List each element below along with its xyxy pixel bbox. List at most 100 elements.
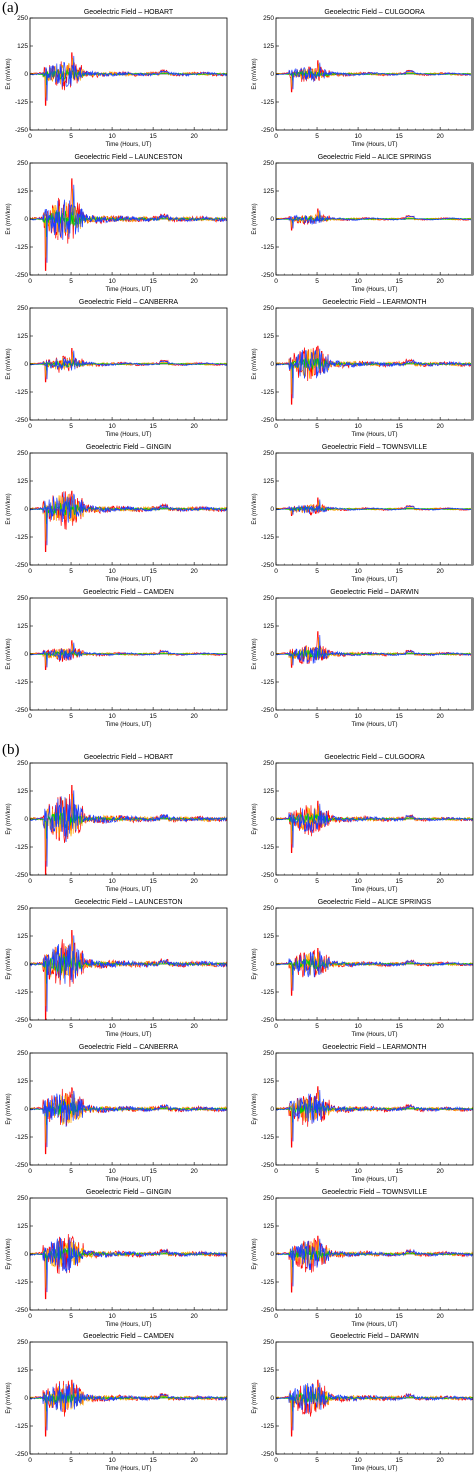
x-tick-label: 10 bbox=[108, 568, 116, 575]
x-tick-label: 20 bbox=[437, 1457, 445, 1464]
x-tick-label: 15 bbox=[150, 423, 158, 430]
x-axis-label: Time (Hours, UT) bbox=[351, 1322, 397, 1328]
y-tick-label: 250 bbox=[263, 1050, 274, 1057]
x-tick-label: 20 bbox=[191, 1313, 199, 1320]
x-axis-label: Time (Hours, UT) bbox=[351, 577, 397, 583]
x-tick-label: 10 bbox=[108, 278, 116, 285]
y-tick-label: -250 bbox=[15, 417, 28, 424]
y-tick-label: 250 bbox=[17, 1195, 28, 1202]
y-axis-label: Ey (mV/km) bbox=[252, 803, 258, 834]
y-tick-label: 125 bbox=[263, 478, 274, 485]
y-tick-label: 250 bbox=[17, 1339, 28, 1346]
series-line-1 bbox=[30, 1087, 227, 1155]
x-tick-label: 0 bbox=[28, 568, 32, 575]
x-tick-label: 10 bbox=[108, 878, 116, 885]
y-tick-label: 0 bbox=[270, 361, 274, 368]
y-tick-label: 250 bbox=[263, 595, 274, 602]
y-tick-label: -250 bbox=[261, 707, 274, 714]
x-tick-label: 0 bbox=[274, 1023, 278, 1030]
y-tick-label: 0 bbox=[24, 1251, 28, 1258]
y-tick-label: 125 bbox=[263, 333, 274, 340]
y-tick-label: -125 bbox=[15, 1134, 28, 1141]
y-tick-label: -250 bbox=[261, 872, 274, 879]
series-line-2 bbox=[30, 352, 227, 378]
x-axis-label: Time (Hours, UT) bbox=[105, 1322, 151, 1328]
x-tick-label: 10 bbox=[354, 423, 362, 430]
subplot-title: Geoelectric Field – DARWIN bbox=[330, 1333, 419, 1340]
series-line-4 bbox=[276, 950, 473, 991]
series-line-4 bbox=[30, 642, 227, 668]
x-tick-label: 5 bbox=[315, 278, 319, 285]
y-tick-label: 0 bbox=[24, 216, 28, 223]
subplot-title: Geoelectric Field – CANBERRA bbox=[79, 299, 179, 306]
y-tick-label: 125 bbox=[17, 1078, 28, 1085]
series-line-2 bbox=[30, 793, 227, 862]
y-axis-label: Ex (mV/km) bbox=[6, 638, 12, 669]
y-tick-label: -250 bbox=[15, 1451, 28, 1458]
x-tick-label: 10 bbox=[354, 878, 362, 885]
y-tick-label: 250 bbox=[17, 760, 28, 767]
edge-bar bbox=[471, 163, 474, 275]
y-axis-label: Ex (mV/km) bbox=[252, 58, 258, 89]
x-tick-label: 10 bbox=[108, 423, 116, 430]
subplot-b-4: Geoelectric Field – ALICE SPRINGS 250 125 0… bbox=[252, 899, 474, 1038]
y-tick-label: 0 bbox=[270, 1395, 274, 1402]
y-tick-label: 0 bbox=[24, 1395, 28, 1402]
subplot-title: Geoelectric Field – LAUNCESTON bbox=[74, 154, 182, 161]
y-tick-label: 0 bbox=[24, 1106, 28, 1113]
series-line-4 bbox=[276, 1382, 473, 1431]
y-tick-label: 0 bbox=[24, 816, 28, 823]
x-tick-label: 5 bbox=[315, 713, 319, 720]
x-tick-label: 15 bbox=[150, 133, 158, 140]
y-tick-label: 125 bbox=[263, 788, 274, 795]
y-tick-label: 125 bbox=[17, 478, 28, 485]
x-tick-label: 5 bbox=[315, 1023, 319, 1030]
x-tick-label: 10 bbox=[108, 1457, 116, 1464]
x-tick-label: 15 bbox=[396, 133, 404, 140]
y-tick-label: 250 bbox=[17, 305, 28, 312]
y-tick-label: 250 bbox=[263, 905, 274, 912]
x-axis-label: Time (Hours, UT) bbox=[351, 1032, 397, 1038]
x-tick-label: 15 bbox=[150, 1313, 158, 1320]
y-tick-label: -125 bbox=[261, 1134, 274, 1141]
series-line-1 bbox=[276, 1086, 473, 1148]
x-tick-label: 5 bbox=[315, 878, 319, 885]
x-tick-label: 15 bbox=[150, 1457, 158, 1464]
x-tick-label: 10 bbox=[354, 713, 362, 720]
y-tick-label: 250 bbox=[17, 595, 28, 602]
x-axis-label: Time (Hours, UT) bbox=[351, 142, 397, 148]
x-tick-label: 20 bbox=[437, 423, 445, 430]
series-line-4 bbox=[276, 62, 473, 90]
x-tick-label: 10 bbox=[354, 1168, 362, 1175]
y-tick-label: 125 bbox=[263, 623, 274, 630]
y-tick-label: -250 bbox=[261, 1017, 274, 1024]
y-axis-label: Ex (mV/km) bbox=[6, 493, 12, 524]
y-tick-label: 125 bbox=[263, 43, 274, 50]
x-tick-label: 20 bbox=[191, 423, 199, 430]
subplot-title: Geoelectric Field – TOWNSVILLE bbox=[322, 444, 428, 451]
x-tick-label: 5 bbox=[69, 423, 73, 430]
x-axis-label: Time (Hours, UT) bbox=[351, 722, 397, 728]
x-tick-label: 15 bbox=[396, 1457, 404, 1464]
y-tick-label: 250 bbox=[17, 450, 28, 457]
y-tick-label: -250 bbox=[261, 417, 274, 424]
x-tick-label: 5 bbox=[69, 1457, 73, 1464]
y-tick-label: 125 bbox=[17, 623, 28, 630]
x-tick-label: 20 bbox=[437, 133, 445, 140]
y-tick-label: -125 bbox=[261, 389, 274, 396]
y-tick-label: -250 bbox=[261, 1162, 274, 1169]
x-tick-label: 15 bbox=[396, 1023, 404, 1030]
series-line-1 bbox=[30, 490, 227, 552]
x-tick-label: 20 bbox=[191, 133, 199, 140]
y-tick-label: 0 bbox=[270, 1106, 274, 1113]
x-tick-label: 10 bbox=[354, 568, 362, 575]
edge-bar bbox=[471, 308, 474, 420]
series-line-3 bbox=[30, 1100, 227, 1125]
subplot-a-6: Geoelectric Field – LEARMONTH 250 125 0 -125… bbox=[252, 299, 474, 438]
y-tick-label: -125 bbox=[15, 389, 28, 396]
x-axis-label: Time (Hours, UT) bbox=[105, 142, 151, 148]
subplot-title: Geoelectric Field – CULGOORA bbox=[324, 754, 425, 761]
y-tick-label: -250 bbox=[15, 707, 28, 714]
y-tick-label: 250 bbox=[17, 15, 28, 22]
x-tick-label: 5 bbox=[69, 568, 73, 575]
